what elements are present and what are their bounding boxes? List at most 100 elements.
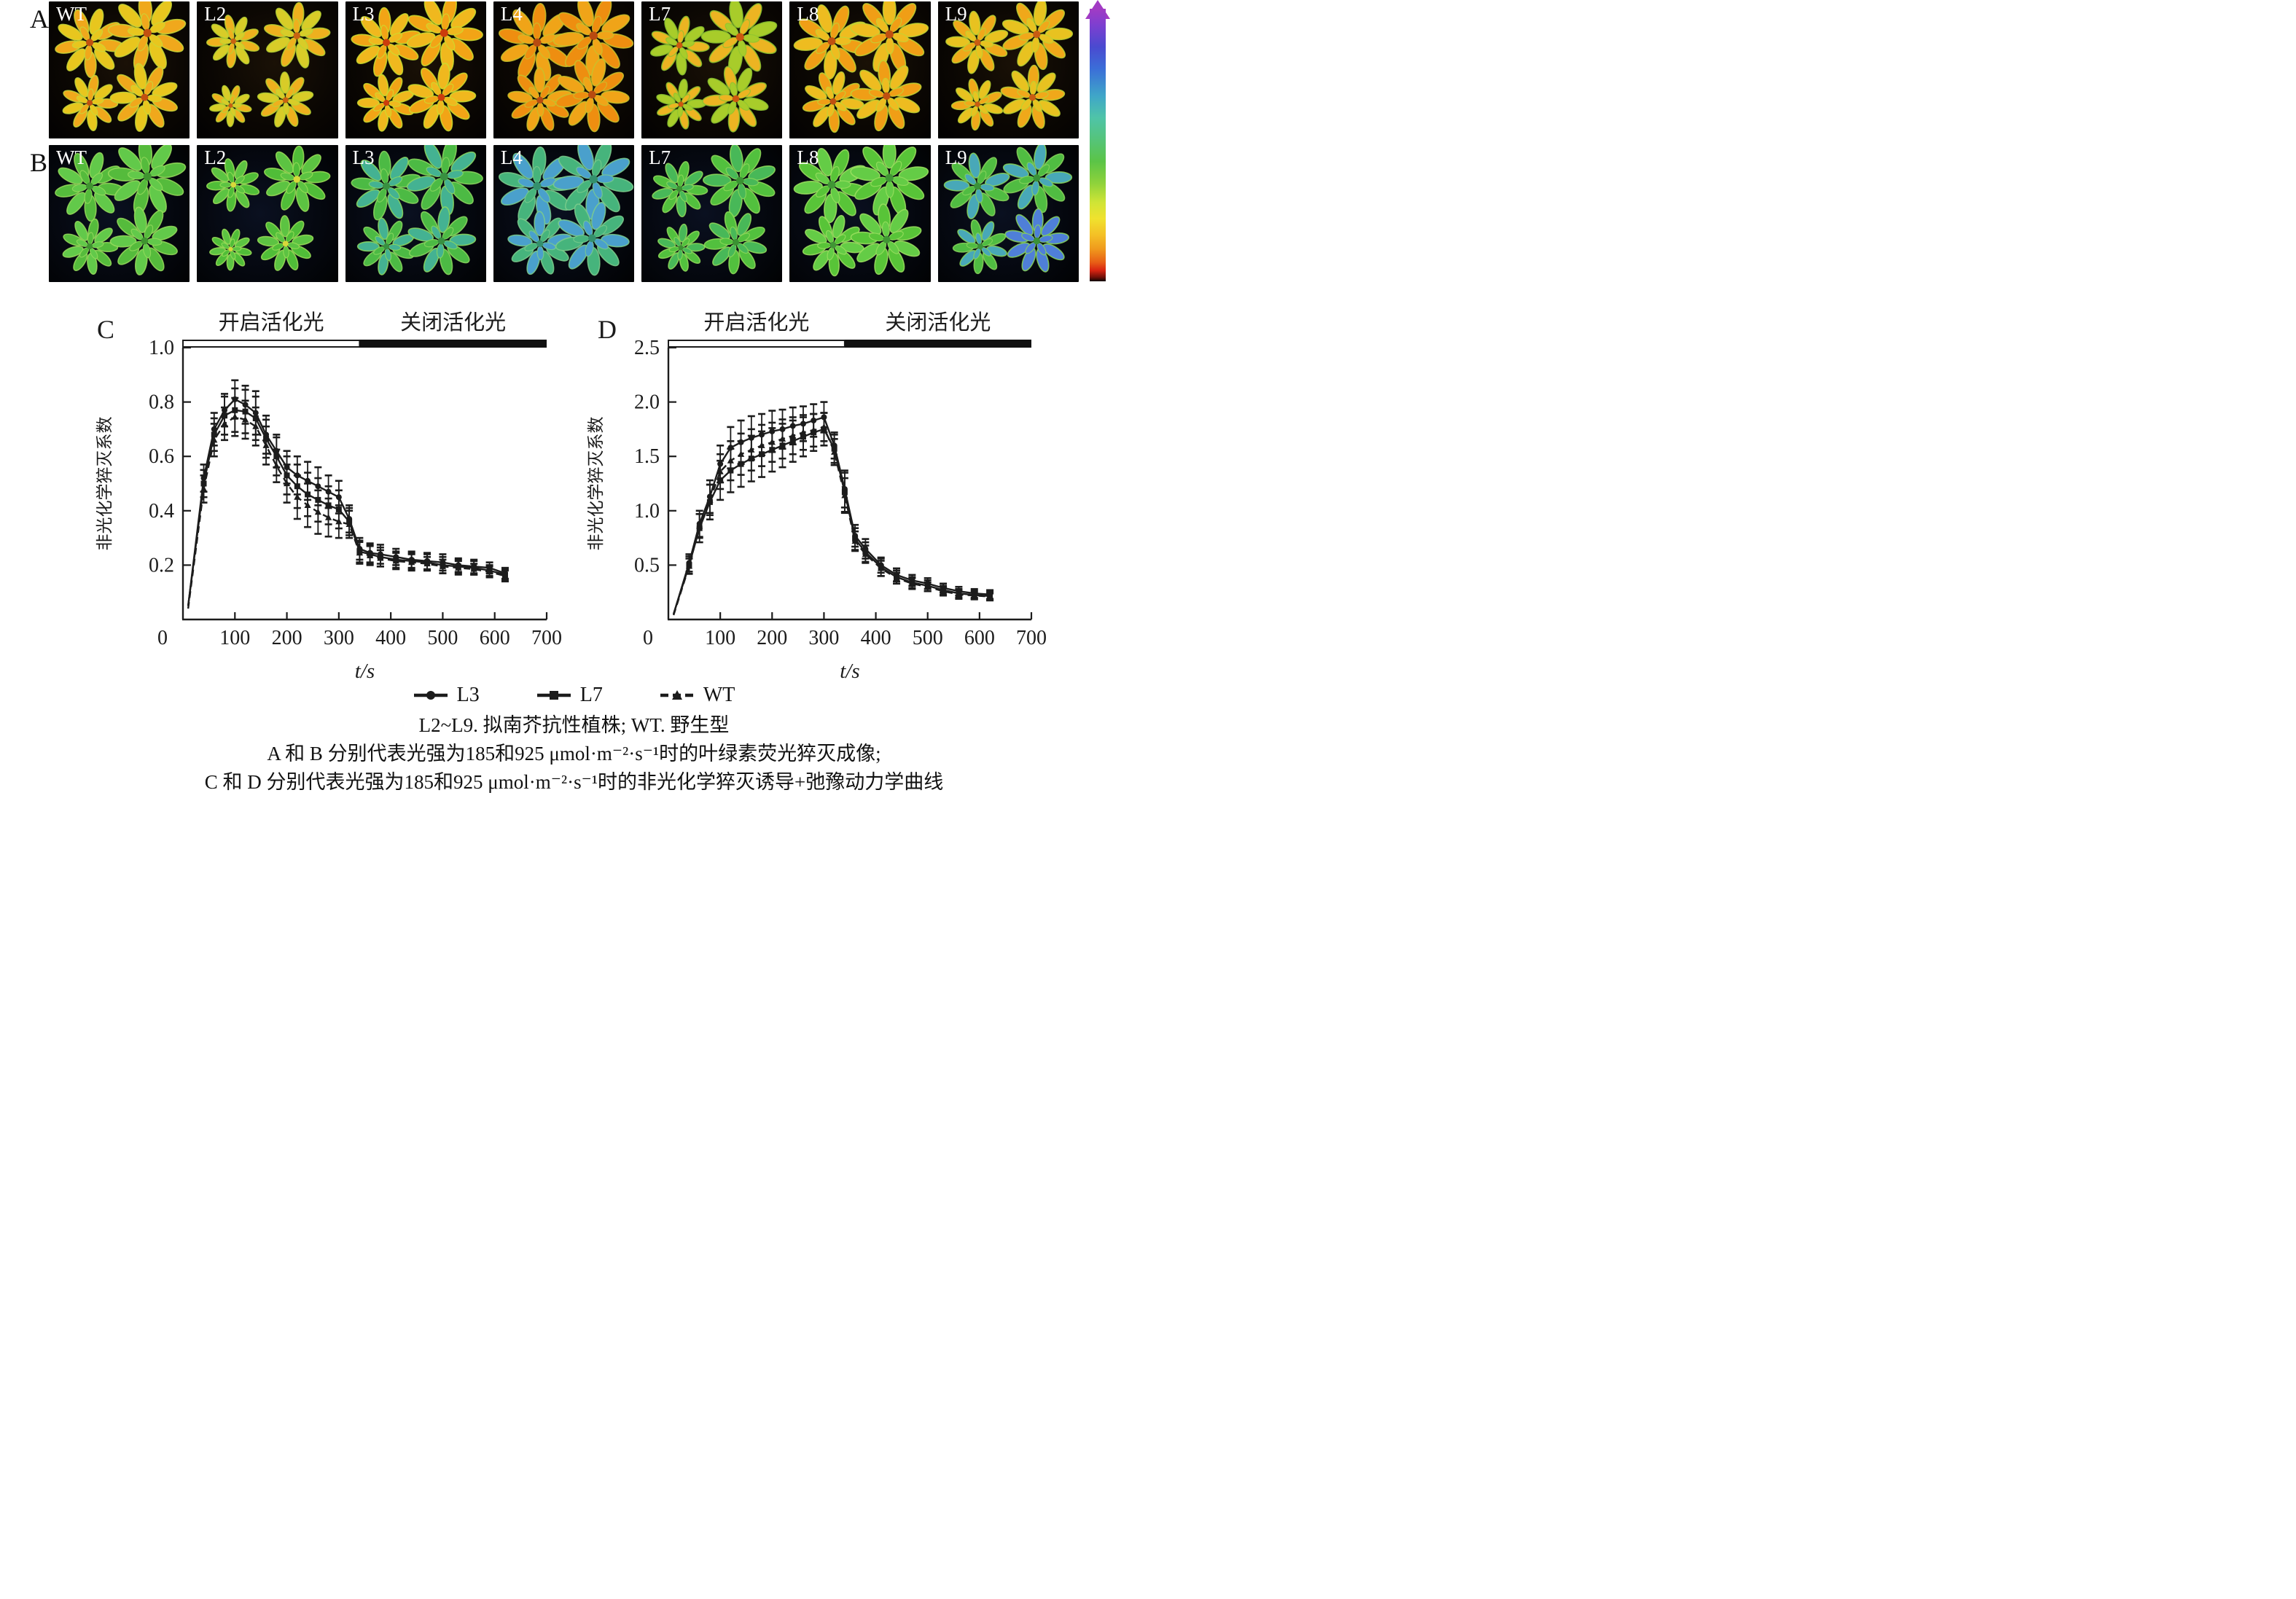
plant-panel-label: WT bbox=[56, 146, 87, 168]
legend-circle-marker-icon bbox=[413, 691, 448, 700]
light-on-title: 开启活化光 bbox=[703, 310, 809, 335]
panel-letter-c: C bbox=[97, 315, 114, 344]
y-tick-label: 0.6 bbox=[149, 445, 174, 468]
fluorescence-image-row-b: WT L2 L3 L4 L7 L8 L9 bbox=[49, 145, 1079, 282]
chart-d: D 开启活化光 关闭活化光 0.5 1.0 1.5 2.0 2.5 0 100 200 300 400 5… bbox=[587, 310, 1047, 683]
fluorescence-image-row-a: WT L2 L3 L4 L7 L8 L9 bbox=[49, 1, 1079, 138]
legend-item-l7: L7 bbox=[536, 684, 603, 707]
plant-panel-l9-a: L9 bbox=[937, 1, 1079, 138]
light-off-title: 关闭活化光 bbox=[400, 310, 506, 335]
light-off-title: 关闭活化光 bbox=[885, 310, 991, 335]
panel-letter-d: D bbox=[598, 315, 617, 344]
y-tick-label: 0.8 bbox=[149, 391, 174, 414]
caption-line-2: A 和 B 分别代表光强为185和925 μmol·m⁻²·s⁻¹时的叶绿素荧光… bbox=[267, 743, 881, 765]
plant-panel-label: L7 bbox=[649, 3, 671, 25]
plant-panel-l4-a: L4 bbox=[493, 1, 635, 138]
plant-rosettes-image bbox=[794, 1, 929, 133]
x-tick-label: 0 bbox=[643, 627, 653, 649]
plant-rosettes-image bbox=[943, 145, 1072, 275]
figure-canvas: A B WT L2 L3 L4 L7 L8 L9 WT L2 L3 L4 L7 L8 L9 C 开启活化光… bbox=[0, 0, 1148, 800]
light-on-bar bbox=[182, 340, 361, 348]
plant-rosettes-image bbox=[55, 145, 187, 275]
x-tick-label: 600 bbox=[964, 627, 995, 649]
y-tick-label: 1.0 bbox=[149, 337, 174, 359]
caption-line-1: L2~L9. 拟南芥抗性植株; WT. 野生型 bbox=[418, 714, 730, 736]
x-tick-label: 300 bbox=[324, 627, 354, 649]
plant-rosettes-image bbox=[650, 1, 778, 133]
x-tick-label: 500 bbox=[913, 627, 943, 649]
series-wt bbox=[672, 412, 994, 616]
plant-rosettes-image bbox=[350, 145, 483, 275]
plant-panel-l4-b: L4 bbox=[493, 145, 635, 282]
legend-square-marker-icon bbox=[536, 691, 571, 700]
plant-panel-label: WT bbox=[56, 3, 87, 25]
x-tick-label: 0 bbox=[157, 627, 168, 649]
plant-panel-l9-b: L9 bbox=[937, 145, 1079, 282]
colorbar-gradient bbox=[1090, 9, 1106, 281]
plant-rosettes-image bbox=[498, 1, 634, 133]
plant-panel-wt-a: WT bbox=[49, 1, 190, 138]
plant-panel-l3-a: L3 bbox=[345, 1, 486, 138]
x-axis-label: t/s bbox=[355, 660, 375, 683]
x-tick-label: 700 bbox=[531, 627, 562, 649]
legend-label: L7 bbox=[579, 684, 603, 706]
x-tick-label: 400 bbox=[375, 627, 406, 649]
x-tick-label: 100 bbox=[219, 627, 250, 649]
figure-caption: L2~L9. 拟南芥抗性植株; WT. 野生型 A 和 B 分别代表光强为185… bbox=[0, 711, 1148, 797]
legend-item-wt: WT bbox=[660, 684, 735, 707]
plant-panel-l2-a: L2 bbox=[197, 1, 338, 138]
plant-rosettes-image bbox=[55, 1, 187, 132]
legend-item-l3: L3 bbox=[413, 684, 480, 707]
legend-label: WT bbox=[703, 684, 735, 706]
legend-triangle-marker-icon bbox=[660, 690, 694, 700]
plant-rosettes-image bbox=[794, 145, 929, 277]
plant-rosettes-image bbox=[206, 1, 331, 128]
light-on-title: 开启活化光 bbox=[219, 310, 324, 335]
y-axis-label: 非光化学猝灭系数 bbox=[95, 417, 114, 551]
plant-rosettes-image bbox=[498, 145, 634, 276]
series-l3 bbox=[187, 379, 509, 606]
y-axis-label: 非光化学猝灭系数 bbox=[587, 417, 605, 551]
light-off-bar bbox=[844, 340, 1031, 348]
x-tick-label: 500 bbox=[427, 627, 458, 649]
y-tick-label: 0.2 bbox=[149, 554, 174, 576]
plant-panel-label: L3 bbox=[352, 3, 375, 25]
x-tick-label: 400 bbox=[861, 627, 891, 649]
plant-panel-label: L3 bbox=[352, 146, 375, 168]
plant-panel-label: L9 bbox=[945, 146, 967, 168]
y-tick-label: 0.4 bbox=[149, 500, 174, 523]
x-tick-label: 600 bbox=[480, 627, 510, 649]
plant-panel-l2-b: L2 bbox=[197, 145, 338, 282]
x-tick-label: 300 bbox=[808, 627, 839, 649]
x-tick-label: 700 bbox=[1016, 627, 1047, 649]
plant-panel-l7-a: L7 bbox=[641, 1, 783, 138]
plant-panel-label: L2 bbox=[204, 3, 227, 25]
plant-panel-l7-b: L7 bbox=[641, 145, 783, 282]
y-tick-label: 1.5 bbox=[634, 445, 660, 468]
y-tick-label: 2.0 bbox=[634, 391, 660, 414]
plant-panel-label: L4 bbox=[500, 146, 523, 168]
light-off-bar bbox=[359, 340, 547, 348]
plant-rosettes-image bbox=[206, 145, 331, 271]
plant-panel-label: L9 bbox=[945, 3, 967, 25]
plant-panel-label: L7 bbox=[649, 146, 671, 168]
series-l7 bbox=[187, 387, 509, 606]
x-tick-label: 200 bbox=[757, 627, 787, 649]
series-wt bbox=[187, 396, 509, 609]
plant-panel-l3-b: L3 bbox=[345, 145, 486, 282]
chart-legend: L3 L7 WT bbox=[0, 684, 1148, 707]
y-tick-label: 2.5 bbox=[634, 337, 660, 359]
plant-rosettes-image bbox=[945, 1, 1073, 131]
plant-panel-l8-a: L8 bbox=[789, 1, 931, 138]
plant-panel-l8-b: L8 bbox=[789, 145, 931, 282]
panel-b-letter: B bbox=[30, 148, 48, 177]
plant-panel-label: L4 bbox=[500, 3, 523, 25]
plant-panel-label: L2 bbox=[204, 146, 227, 168]
colorbar bbox=[1085, 0, 1110, 283]
x-tick-label: 100 bbox=[705, 627, 735, 649]
plant-panel-wt-b: WT bbox=[49, 145, 190, 282]
caption-line-3: C 和 D 分别代表光强为185和925 μmol·m⁻²·s⁻¹时的非光化学猝… bbox=[204, 771, 944, 793]
x-axis-label: t/s bbox=[840, 660, 859, 683]
plant-panel-label: L8 bbox=[797, 146, 819, 168]
chart-c: C 开启活化光 关闭活化光 0.2 0.4 0.6 0.8 1.0 0 100 200 300 400 5… bbox=[95, 310, 562, 683]
